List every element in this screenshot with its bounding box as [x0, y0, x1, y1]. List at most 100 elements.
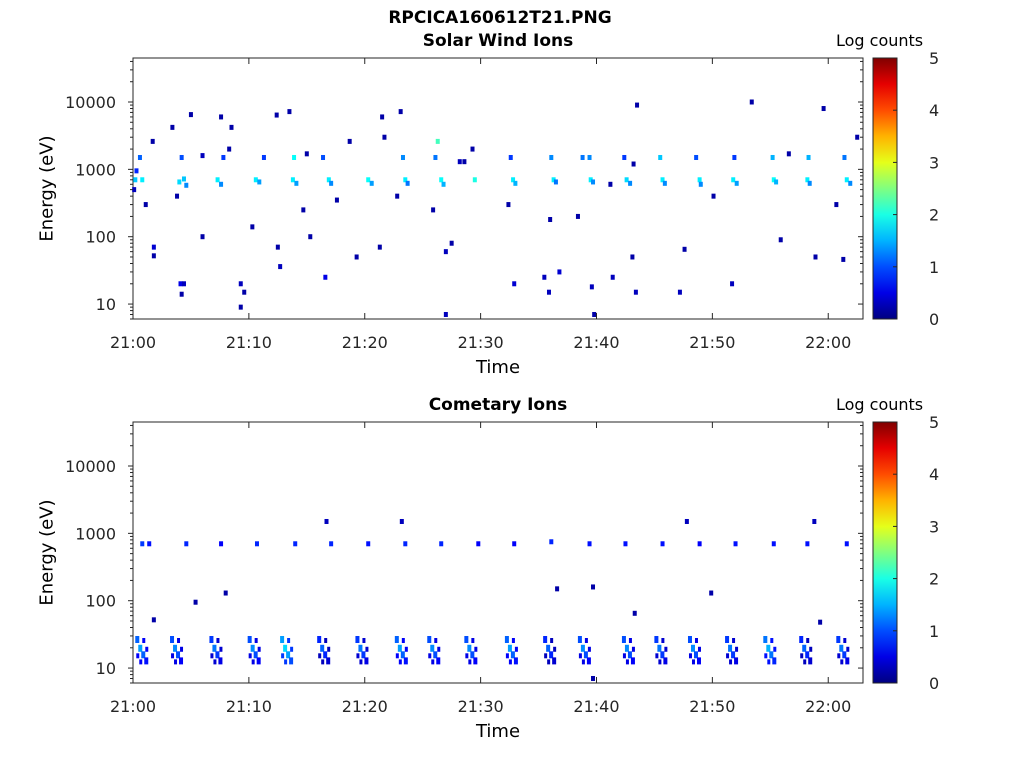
x-tick-label: 21:00	[110, 333, 156, 352]
data-cell	[807, 180, 812, 186]
data-cell	[728, 644, 733, 652]
data-cell	[592, 311, 597, 317]
data-cell	[805, 541, 810, 547]
data-cell	[806, 638, 810, 644]
data-cell	[693, 651, 698, 659]
data-cell	[694, 154, 699, 160]
data-cell	[504, 636, 509, 644]
data-cell	[219, 541, 224, 547]
data-cell	[308, 234, 313, 240]
data-cell	[734, 180, 739, 186]
colorbar-tick-label: 5	[929, 49, 939, 68]
data-cell	[334, 197, 339, 203]
data-cell	[731, 177, 736, 183]
data-cell	[731, 651, 736, 659]
data-cell	[660, 651, 665, 659]
x-tick-label: 21:50	[689, 697, 735, 716]
data-cell	[834, 202, 839, 208]
data-cell	[238, 304, 243, 310]
data-cell	[323, 274, 328, 280]
data-cell	[470, 651, 475, 659]
data-cell	[462, 159, 467, 165]
data-cell	[151, 244, 156, 250]
data-cell	[661, 638, 665, 644]
data-cell	[213, 659, 217, 665]
colorbar-tick-label: 5	[929, 413, 939, 432]
data-cell	[427, 636, 432, 644]
data-cell	[179, 657, 184, 665]
data-cell	[175, 193, 180, 199]
data-cell	[511, 638, 515, 644]
data-cell	[844, 177, 849, 183]
data-cell	[848, 180, 853, 186]
data-cell	[435, 138, 440, 144]
colorbar	[872, 421, 898, 684]
panel-title-solar-wind: Solar Wind Ions	[422, 31, 574, 51]
data-cell	[687, 636, 692, 644]
data-cell	[549, 539, 554, 545]
data-cell	[250, 224, 255, 230]
data-cell	[732, 154, 737, 160]
data-cell	[439, 541, 444, 547]
data-cell	[434, 638, 438, 644]
data-cell	[843, 638, 847, 644]
data-cell	[145, 646, 149, 652]
colorbar-label-bottom: Log counts	[836, 395, 924, 414]
data-cell	[514, 646, 518, 652]
data-cell	[133, 177, 138, 183]
data-cell	[660, 177, 665, 183]
panel-title-cometary: Cometary Ions	[428, 395, 568, 415]
data-cell	[238, 281, 243, 287]
data-cell	[290, 177, 295, 183]
y-tick-label: 10	[96, 659, 116, 678]
data-cell	[369, 180, 374, 186]
data-cell	[587, 541, 592, 547]
data-cell	[227, 146, 232, 152]
data-cell	[837, 653, 841, 659]
data-cell	[855, 134, 860, 140]
data-cell	[581, 659, 585, 665]
data-cell	[630, 254, 635, 260]
data-cell	[635, 102, 640, 108]
data-cell	[583, 651, 588, 659]
colorbar-tick-label: 3	[929, 153, 939, 172]
data-cell	[552, 657, 557, 665]
data-cell	[580, 154, 585, 160]
x-tick-label: 21:30	[458, 333, 504, 352]
data-cell	[179, 291, 184, 297]
data-cell	[219, 114, 224, 120]
data-cell	[470, 146, 475, 152]
data-cell	[512, 281, 517, 287]
data-cell	[142, 638, 146, 644]
data-cell	[181, 176, 186, 182]
data-cell	[209, 636, 214, 644]
colorbar-tick-label: 3	[929, 517, 939, 536]
data-cell	[655, 653, 659, 659]
data-cell	[842, 651, 847, 659]
data-cell	[584, 638, 588, 644]
data-cell	[846, 646, 850, 652]
data-cell	[135, 636, 140, 644]
x-tick-label: 22:00	[805, 697, 851, 716]
y-tick-label: 10000	[65, 457, 116, 476]
data-cell	[200, 153, 205, 159]
data-cell	[474, 646, 478, 652]
data-cell	[143, 202, 148, 208]
page-title: RPCICA160612T21.PNG	[388, 8, 612, 28]
data-cell	[510, 651, 515, 659]
data-cell	[808, 657, 813, 665]
data-cell	[844, 541, 849, 547]
data-cell	[588, 177, 593, 183]
data-cell	[281, 653, 285, 659]
data-cell	[144, 657, 149, 665]
data-cell	[586, 657, 591, 665]
data-cell	[403, 541, 408, 547]
data-cell	[551, 177, 556, 183]
x-axis-label-bottom: Time	[475, 721, 521, 742]
data-cell	[589, 284, 594, 290]
data-cell	[513, 657, 518, 665]
data-cell	[215, 651, 220, 659]
data-cell	[257, 646, 261, 652]
data-cell	[326, 177, 331, 183]
data-cell	[623, 541, 628, 547]
